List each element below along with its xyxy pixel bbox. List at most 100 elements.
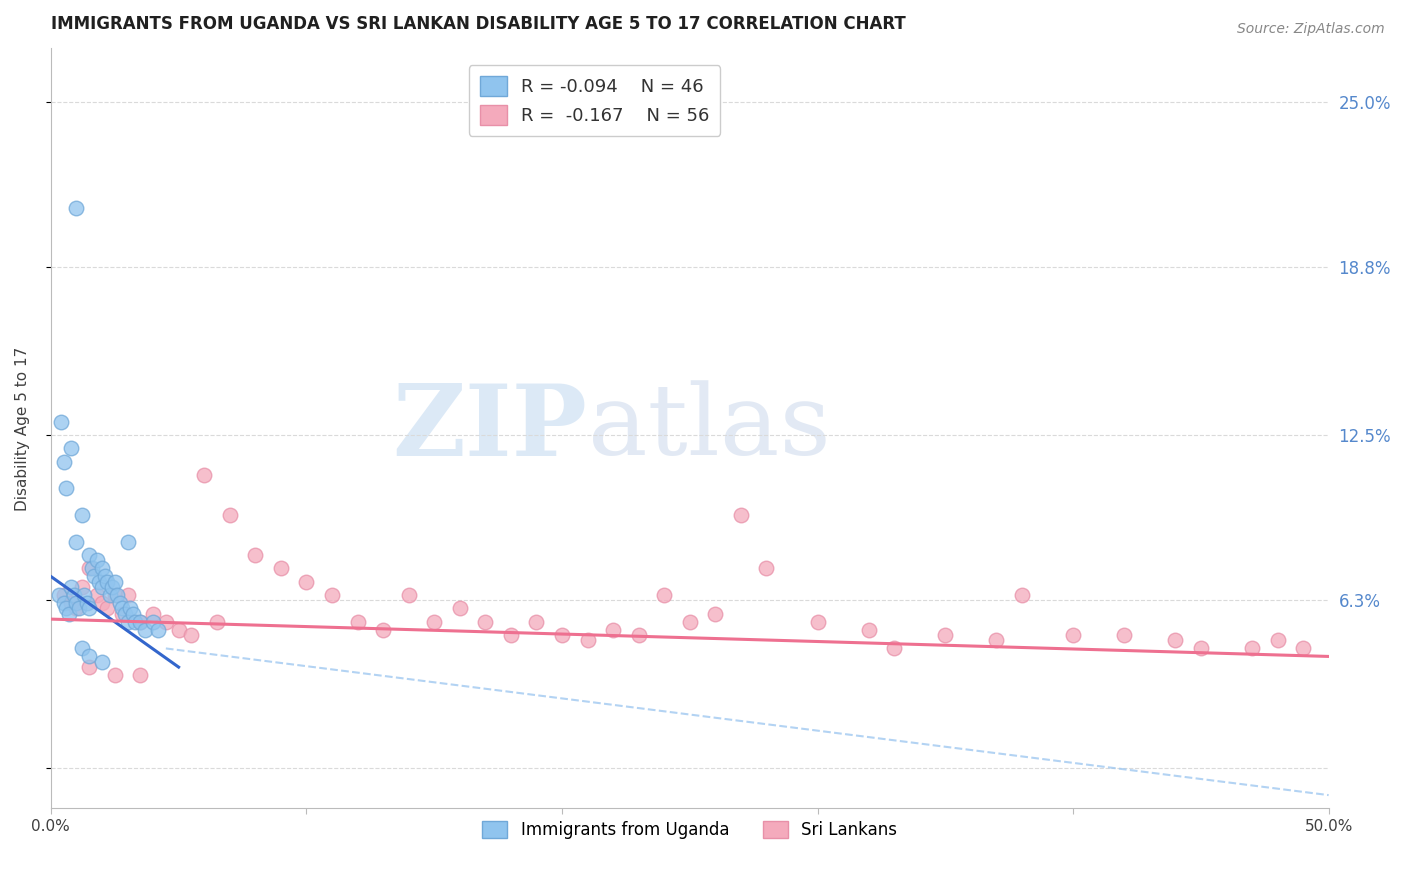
Text: IMMIGRANTS FROM UGANDA VS SRI LANKAN DISABILITY AGE 5 TO 17 CORRELATION CHART: IMMIGRANTS FROM UGANDA VS SRI LANKAN DIS… [51,15,905,33]
Point [105,588,128,602]
Point [121,607,143,621]
Point [1062,628,1084,642]
Point [65,596,87,610]
Point [1189,641,1212,656]
Text: ZIP: ZIP [392,380,588,477]
Point [602,623,624,637]
Point [129,615,152,629]
Point [124,615,146,629]
Point [321,588,343,602]
Point [114,607,136,621]
Point [77,649,100,664]
Point [77,660,100,674]
Point [423,615,446,629]
Point [755,561,778,575]
Point [96,574,118,589]
Point [96,601,118,615]
Point [77,561,100,575]
Point [60,596,83,610]
Point [117,534,139,549]
Point [526,615,548,629]
Point [1267,633,1289,648]
Point [98,588,121,602]
Point [134,623,156,637]
Point [986,633,1008,648]
Point [398,588,420,602]
Point [93,569,115,583]
Point [142,615,165,629]
Point [129,668,152,682]
Point [60,442,83,456]
Point [371,623,394,637]
Point [52,455,75,469]
Point [65,601,87,615]
Point [627,628,650,642]
Point [52,588,75,602]
Point [108,596,131,610]
Point [218,508,240,522]
Point [730,508,752,522]
Point [67,601,90,615]
Point [934,628,956,642]
Point [129,615,152,629]
Point [101,580,124,594]
Point [1240,641,1263,656]
Point [91,655,114,669]
Point [117,615,139,629]
Legend: Immigrants from Uganda, Sri Lankans: Immigrants from Uganda, Sri Lankans [475,814,904,846]
Point [76,596,98,610]
Point [91,561,114,575]
Point [1011,588,1033,602]
Point [449,601,471,615]
Point [70,641,93,656]
Point [77,548,100,562]
Y-axis label: Disability Age 5 to 17: Disability Age 5 to 17 [15,346,30,510]
Point [91,580,114,594]
Point [295,574,318,589]
Point [60,580,83,594]
Point [65,202,87,216]
Point [55,482,77,496]
Point [499,628,522,642]
Point [346,615,368,629]
Point [883,641,905,656]
Point [73,588,96,602]
Point [83,569,105,583]
Point [117,588,139,602]
Point [270,561,292,575]
Point [193,468,215,483]
Point [142,607,165,621]
Point [89,574,111,589]
Point [205,615,228,629]
Point [1164,633,1187,648]
Point [70,580,93,594]
Point [65,534,87,549]
Point [155,615,177,629]
Point [86,588,108,602]
Point [858,623,880,637]
Point [652,588,675,602]
Point [180,628,202,642]
Point [55,601,77,615]
Point [48,588,70,602]
Point [104,668,127,682]
Point [111,601,134,615]
Point [91,596,114,610]
Point [111,607,134,621]
Point [576,633,599,648]
Point [70,508,93,522]
Point [58,607,80,621]
Point [146,623,169,637]
Point [104,574,127,589]
Point [63,588,86,602]
Point [474,615,496,629]
Point [679,615,702,629]
Point [551,628,574,642]
Point [120,601,142,615]
Point [1114,628,1136,642]
Point [52,596,75,610]
Point [167,623,190,637]
Text: Source: ZipAtlas.com: Source: ZipAtlas.com [1237,22,1385,37]
Point [806,615,828,629]
Text: atlas: atlas [588,381,831,476]
